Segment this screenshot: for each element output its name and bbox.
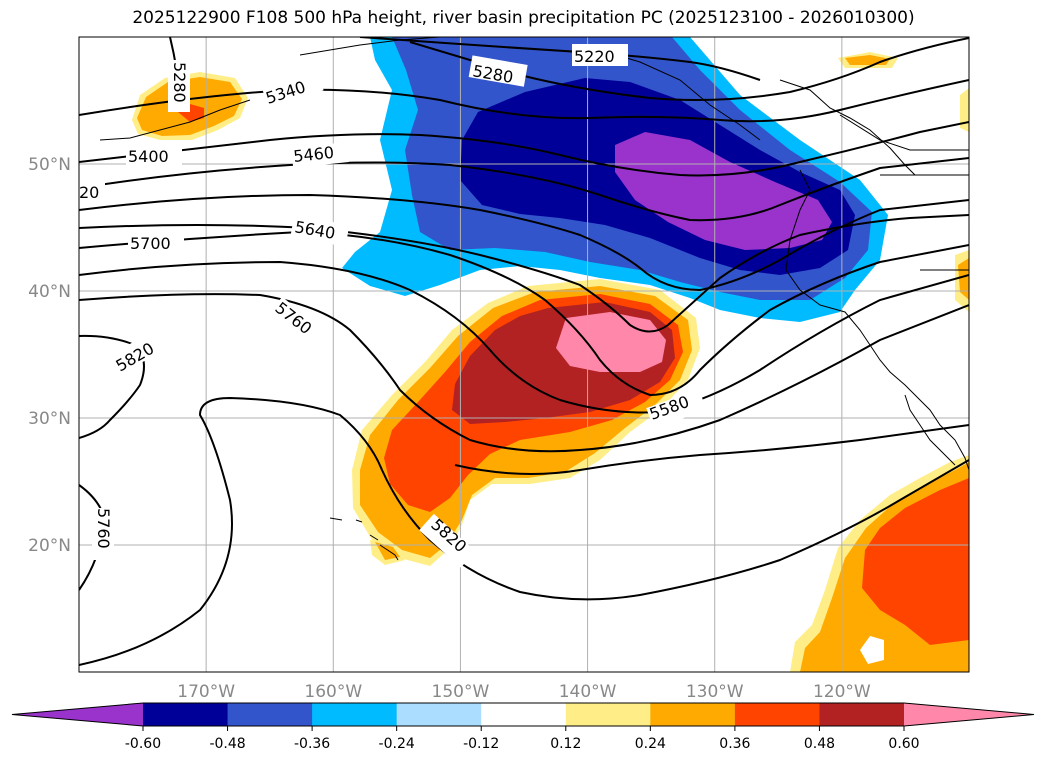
- contour-5700: [79, 260, 969, 414]
- lat-tick-label: 30°N: [28, 409, 71, 429]
- anomaly-fill-white-hole: [860, 636, 884, 664]
- colorbar-tick-label: 0.12: [550, 736, 581, 752]
- map-frame: [78, 36, 970, 673]
- colorbar-segment: [312, 703, 398, 726]
- anomaly-fill-pos-012-coast-b: [960, 88, 969, 132]
- contour-5520: [79, 193, 969, 292]
- colorbar-tick-label: 0.36: [719, 736, 750, 752]
- lon-tick-label: 150°W: [432, 682, 490, 702]
- contour-label: 5220: [574, 47, 615, 66]
- lon-tick-label: 120°W: [813, 682, 871, 702]
- colorbar-tick-label: 0.24: [635, 736, 666, 752]
- contour-labels: 5280 5340 5280 5220 5400 5460 20 5640 57…: [79, 44, 707, 568]
- contour-5460: [79, 157, 969, 222]
- coastline-alaska: [299, 37, 761, 141]
- contour-label: 5400: [128, 147, 169, 166]
- colorbar-tick-label: -0.12: [463, 736, 499, 752]
- colorbar-segment: [565, 703, 651, 726]
- colorbar-segment: [734, 703, 820, 726]
- colorbar-extend-low: [12, 703, 143, 726]
- anomaly-fill-pos-024-hawaii: [375, 542, 400, 560]
- contour-5760: [79, 293, 969, 453]
- colorbar-tick-label: -0.60: [125, 736, 161, 752]
- anomaly-fill-pos-060: [556, 312, 666, 372]
- lat-tick-labels: 20°N 30°N 40°N 50°N: [28, 155, 71, 556]
- chart-title: 2025122900 F108 500 hPa height, river ba…: [132, 8, 915, 28]
- border-canada-us: [839, 114, 969, 151]
- coastline-aleutians: [99, 99, 251, 141]
- contour-label: 5460: [292, 143, 334, 166]
- contour-label: 5280: [170, 62, 189, 103]
- contour-label: 5760: [94, 508, 113, 549]
- lon-tick-labels: 170°W 160°W 150°W 140°W 130°W 120°W: [177, 682, 871, 702]
- colorbar-tick-label: 0.60: [888, 736, 919, 752]
- lat-tick-label: 20°N: [28, 536, 71, 556]
- colorbar: -0.60 -0.48 -0.36 -0.24 -0.12 0.12 0.24 0.36 0.4…: [11, 702, 1035, 752]
- contour-5880: [454, 424, 969, 475]
- contour-label: 5700: [130, 234, 171, 253]
- colorbar-segment: [819, 703, 905, 726]
- colorbar-tick-label: -0.24: [379, 736, 415, 752]
- anomaly-fill-neg-060: [615, 132, 832, 250]
- colorbar-tick-label: 0.48: [804, 736, 835, 752]
- contour-5820-west: [79, 334, 145, 439]
- lon-tick-label: 140°W: [559, 682, 617, 702]
- colorbar-segment: [227, 703, 313, 726]
- colorbar-tick-label: -0.48: [209, 736, 245, 752]
- anomaly-fill-pos-024-coast-c: [958, 258, 969, 300]
- lat-tick-label: 40°N: [28, 282, 71, 302]
- colorbar-extend-high: [904, 703, 1034, 726]
- lat-tick-label: 50°N: [28, 155, 71, 175]
- contour-5400: [79, 121, 969, 177]
- coastline-hawaii: [329, 517, 399, 561]
- lon-tick-label: 160°W: [304, 682, 362, 702]
- colorbar-segment: [143, 703, 229, 726]
- contour-label: 20: [79, 183, 99, 202]
- coastline-baja: [904, 394, 956, 466]
- lon-tick-label: 130°W: [686, 682, 744, 702]
- colorbar-segment: [481, 703, 567, 726]
- colorbar-tick-label: -0.36: [294, 736, 330, 752]
- lon-tick-label: 170°W: [177, 682, 235, 702]
- colorbar-segment: [396, 703, 482, 726]
- colorbar-segment: [650, 703, 736, 726]
- anomaly-fill-pos-036-baja: [862, 478, 969, 645]
